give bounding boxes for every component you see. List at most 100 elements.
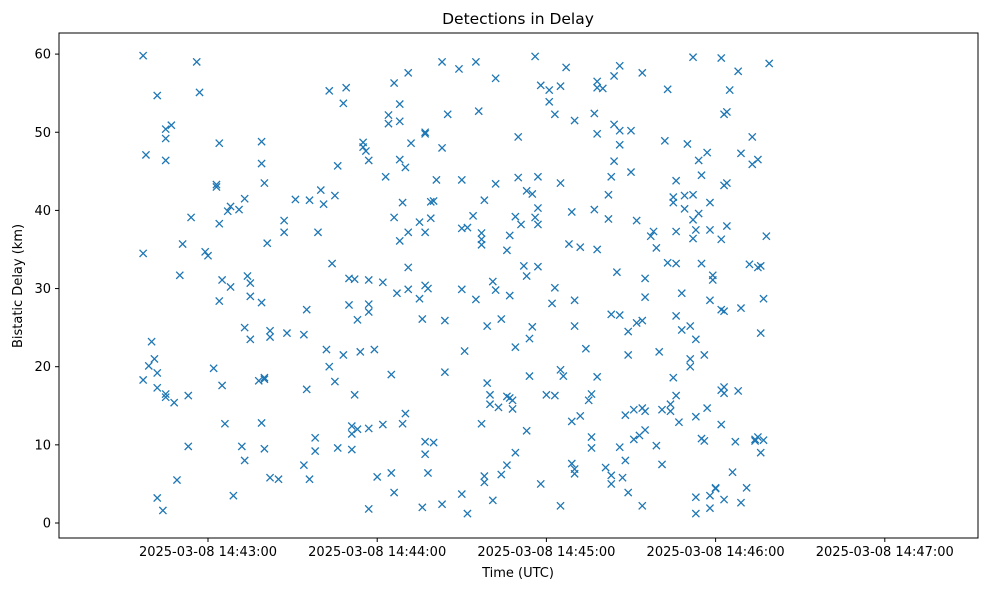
scatter-point bbox=[480, 478, 489, 487]
scatter-point bbox=[607, 172, 616, 181]
scatter-point bbox=[550, 110, 559, 119]
scatter-point bbox=[511, 343, 520, 352]
scatter-point bbox=[302, 385, 311, 394]
scatter-point bbox=[621, 456, 630, 465]
scatter-point bbox=[672, 259, 681, 268]
scatter-point bbox=[708, 271, 717, 280]
scatter-point bbox=[593, 129, 602, 138]
y-tick-label: 30 bbox=[34, 282, 51, 297]
y-tick-label: 0 bbox=[43, 517, 51, 532]
scatter-point bbox=[497, 470, 506, 479]
scatter-point bbox=[562, 63, 571, 72]
scatter-point bbox=[680, 191, 689, 200]
scatter-point bbox=[282, 329, 292, 338]
scatter-point bbox=[576, 411, 585, 420]
scatter-point bbox=[356, 347, 365, 356]
scatter-point bbox=[421, 128, 430, 137]
scatter-point bbox=[629, 405, 638, 414]
scatter-point bbox=[711, 483, 720, 492]
scatter-point bbox=[457, 490, 466, 499]
scatter-point bbox=[457, 175, 466, 184]
scatter-point bbox=[590, 205, 599, 214]
scatter-point bbox=[147, 337, 156, 346]
scatter-point bbox=[432, 175, 441, 184]
scatter-point bbox=[438, 57, 447, 66]
scatter-point bbox=[274, 475, 283, 484]
scatter-point bbox=[497, 314, 506, 324]
scatter-point bbox=[694, 209, 703, 218]
scatter-point bbox=[587, 389, 596, 399]
scatter-point bbox=[263, 239, 272, 248]
scatter-point bbox=[240, 323, 249, 332]
scatter-point bbox=[531, 52, 540, 61]
scatter-point bbox=[226, 202, 235, 211]
scatter-point bbox=[347, 429, 356, 438]
scatter-point bbox=[731, 437, 740, 446]
scatter-point bbox=[226, 282, 235, 292]
scatter-point bbox=[691, 225, 700, 234]
scatter-point bbox=[215, 296, 224, 306]
scatter-point bbox=[672, 176, 681, 185]
scatter-point bbox=[570, 116, 579, 125]
scatter-point bbox=[347, 422, 356, 431]
scatter-point bbox=[525, 334, 534, 343]
scatter-point bbox=[404, 285, 413, 294]
scatter-point bbox=[522, 271, 531, 281]
scatter-point bbox=[299, 330, 308, 339]
scatter-point bbox=[350, 390, 359, 399]
scatter-point bbox=[469, 211, 478, 220]
scatter-point bbox=[511, 448, 520, 457]
scatter-point bbox=[491, 74, 500, 83]
scatter-point bbox=[237, 442, 246, 451]
scatter-point bbox=[581, 344, 590, 353]
scatter-point bbox=[265, 326, 275, 335]
scatter-point bbox=[246, 292, 255, 301]
scatter-point bbox=[536, 81, 545, 90]
scatter-point bbox=[390, 488, 399, 497]
scatter-point bbox=[759, 436, 768, 445]
scatter-point bbox=[395, 100, 404, 109]
scatter-point bbox=[260, 178, 269, 188]
scatter-point bbox=[161, 156, 170, 165]
scatter-point bbox=[657, 405, 667, 414]
scatter-point bbox=[415, 218, 424, 227]
scatter-point bbox=[373, 472, 382, 481]
scatter-point bbox=[683, 139, 692, 149]
scatter-point bbox=[705, 198, 715, 207]
scatter-point bbox=[429, 438, 438, 447]
scatter-point bbox=[587, 443, 596, 453]
scatter-point bbox=[406, 139, 416, 148]
x-tick-label: 2025-03-08 14:45:00 bbox=[477, 545, 615, 560]
scatter-point bbox=[593, 372, 602, 381]
scatter-point bbox=[421, 228, 430, 237]
scatter-point bbox=[364, 156, 373, 165]
scatter-point bbox=[756, 329, 765, 338]
chart-title: Detections in Delay bbox=[442, 10, 594, 28]
scatter-point bbox=[725, 85, 734, 95]
scatter-point bbox=[686, 362, 695, 371]
scatter-point bbox=[364, 275, 373, 285]
scatter-point bbox=[229, 491, 238, 500]
scatter-point bbox=[641, 293, 650, 302]
scatter-point bbox=[344, 300, 354, 310]
scatter-point bbox=[691, 493, 700, 502]
scatter-point bbox=[333, 161, 342, 170]
scatter-point bbox=[150, 354, 159, 363]
scatter-point bbox=[567, 459, 576, 468]
x-axis: 2025-03-08 14:43:00 2025-03-08 14:44:00 20… bbox=[139, 538, 954, 560]
scatter-point bbox=[753, 155, 762, 164]
scatter-point bbox=[305, 475, 314, 484]
scatter-point bbox=[705, 225, 715, 234]
scatter-point bbox=[736, 304, 746, 313]
scatter-point bbox=[649, 227, 658, 236]
y-tick-label: 20 bbox=[34, 360, 51, 375]
scatter-point bbox=[514, 173, 523, 182]
scatter-point bbox=[398, 419, 407, 428]
x-tick-label: 2025-03-08 14:47:00 bbox=[816, 545, 954, 560]
scatter-point bbox=[691, 412, 700, 421]
scatter-point bbox=[339, 350, 348, 360]
scatter-point bbox=[722, 107, 731, 116]
scatter-point bbox=[220, 419, 229, 428]
scatter-point bbox=[485, 390, 495, 399]
scatter-point bbox=[212, 182, 221, 192]
